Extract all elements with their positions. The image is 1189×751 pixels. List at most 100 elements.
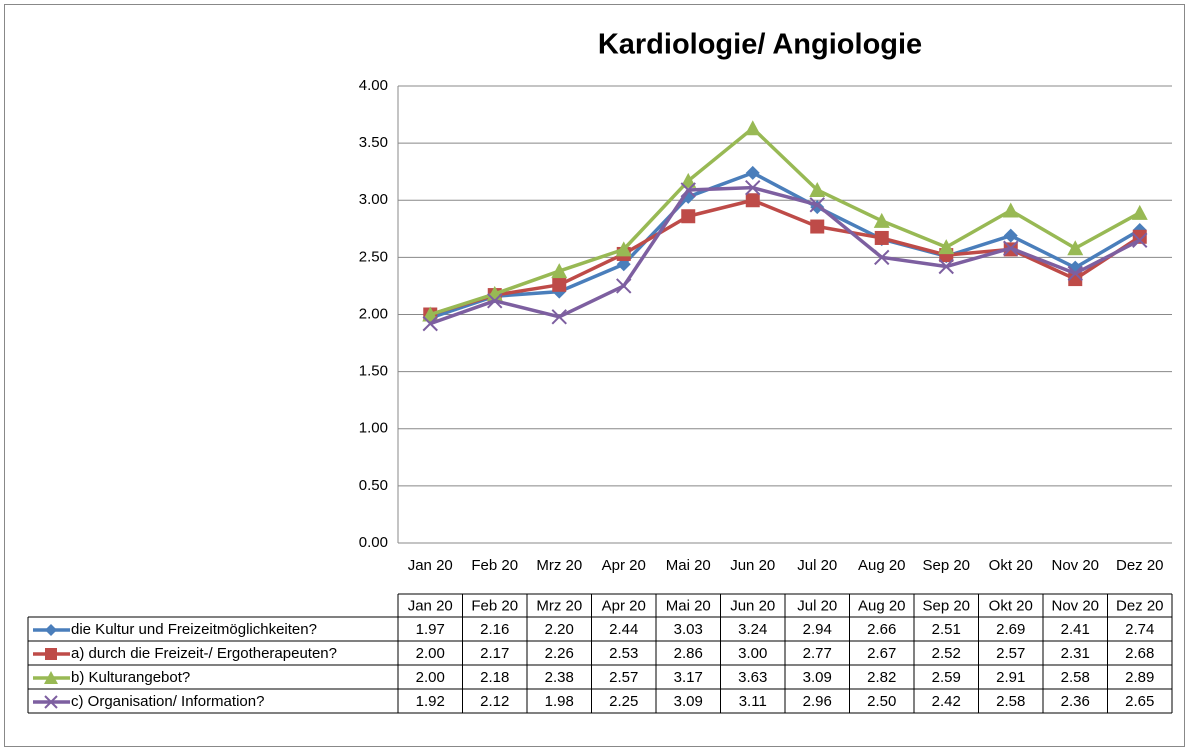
marker (874, 230, 889, 245)
table-header: Mrz 20 (536, 597, 582, 614)
x-tick-label: Nov 20 (1051, 557, 1099, 574)
table-cell: 3.09 (674, 693, 703, 710)
table-cell: 2.00 (416, 645, 445, 662)
table-cell: 2.17 (480, 645, 509, 662)
x-tick-label: Apr 20 (602, 557, 646, 574)
marker (552, 277, 567, 292)
table-header: Apr 20 (602, 597, 646, 614)
table-cell: 2.67 (867, 645, 896, 662)
table-cell: 2.58 (1061, 669, 1090, 686)
table-cell: 3.17 (674, 669, 703, 686)
marker (874, 249, 890, 266)
table-cell: 2.16 (480, 621, 509, 638)
x-tick-label: Sep 20 (922, 557, 970, 574)
table-cell: 2.44 (609, 621, 638, 638)
table-header: Mai 20 (666, 597, 711, 614)
chart-frame (4, 4, 1185, 747)
marker (680, 182, 696, 198)
table-cell: 3.00 (738, 645, 767, 662)
table-cell: 2.91 (996, 669, 1025, 686)
table-cell: 2.53 (609, 645, 638, 662)
y-tick-label: 3.00 (359, 191, 388, 208)
table-cell: 2.26 (545, 645, 574, 662)
marker (745, 165, 760, 180)
table-cell: 2.50 (867, 693, 896, 710)
table-header: Jul 20 (797, 597, 837, 614)
table-cell: 2.82 (867, 669, 896, 686)
marker (681, 209, 696, 224)
table-cell: 3.24 (738, 621, 767, 638)
y-tick-label: 2.00 (359, 305, 388, 322)
y-tick-label: 4.00 (359, 77, 388, 94)
series-line (429, 185, 1141, 326)
chart-title: Kardiologie/ Angiologie (598, 29, 922, 61)
table-cell: 2.51 (932, 621, 961, 638)
marker (615, 241, 632, 257)
table-cell: 1.98 (545, 693, 574, 710)
table-cell: 2.36 (1061, 693, 1090, 710)
y-tick-label: 1.00 (359, 420, 388, 437)
marker (1003, 240, 1019, 256)
marker (45, 648, 57, 660)
table-cell: 2.42 (932, 693, 961, 710)
marker (680, 172, 697, 188)
table-header: Jun 20 (730, 597, 775, 614)
marker (1131, 204, 1148, 220)
table-cell: 2.31 (1061, 645, 1090, 662)
series-line (429, 198, 1141, 317)
marker (44, 671, 58, 684)
y-tick-label: 3.50 (359, 134, 388, 151)
marker (745, 193, 760, 208)
legend-label: b) Kulturangebot? (71, 669, 190, 686)
marker (1003, 228, 1018, 243)
table-cell: 2.94 (803, 621, 832, 638)
table-cell: 2.00 (416, 669, 445, 686)
marker (938, 239, 955, 255)
table-header: Aug 20 (858, 597, 906, 614)
table-cell: 2.69 (996, 621, 1025, 638)
table-cell: 2.77 (803, 645, 832, 662)
marker (938, 258, 954, 275)
marker (809, 197, 825, 213)
marker (1067, 240, 1084, 256)
table-header: Okt 20 (989, 597, 1033, 614)
table-cell: 2.20 (545, 621, 574, 638)
table-cell: 2.68 (1125, 645, 1154, 662)
table-cell: 3.09 (803, 669, 832, 686)
marker (616, 278, 632, 294)
marker (809, 181, 826, 197)
table-cell: 2.12 (480, 693, 509, 710)
table-cell: 2.86 (674, 645, 703, 662)
marker (1132, 232, 1148, 248)
table-cell: 2.57 (996, 645, 1025, 662)
table-cell: 2.52 (932, 645, 961, 662)
series-line (429, 126, 1141, 317)
y-tick-label: 2.50 (359, 248, 388, 265)
x-tick-label: Aug 20 (858, 557, 906, 574)
table-cell: 3.63 (738, 669, 767, 686)
table-cell: 2.89 (1125, 669, 1154, 686)
marker (422, 306, 439, 322)
x-tick-label: Dez 20 (1116, 557, 1164, 574)
marker (45, 624, 57, 636)
x-tick-label: Feb 20 (471, 557, 518, 574)
table-header: Sep 20 (922, 597, 970, 614)
marker (745, 179, 761, 196)
marker (487, 293, 503, 309)
x-tick-label: Jun 20 (730, 557, 775, 574)
table-cell: 2.65 (1125, 693, 1154, 710)
table-cell: 2.57 (609, 669, 638, 686)
table-cell: 2.96 (803, 693, 832, 710)
table-cell: 2.18 (480, 669, 509, 686)
table-cell: 2.58 (996, 693, 1025, 710)
table-header: Nov 20 (1051, 597, 1099, 614)
marker (873, 212, 890, 228)
table-header: Dez 20 (1116, 597, 1164, 614)
legend-label: die Kultur und Freizeitmöglichkeiten? (71, 621, 317, 638)
table-header: Feb 20 (471, 597, 518, 614)
table-header: Jan 20 (408, 597, 453, 614)
table-cell: 2.66 (867, 621, 896, 638)
marker (551, 309, 567, 325)
x-tick-label: Jul 20 (797, 557, 837, 574)
